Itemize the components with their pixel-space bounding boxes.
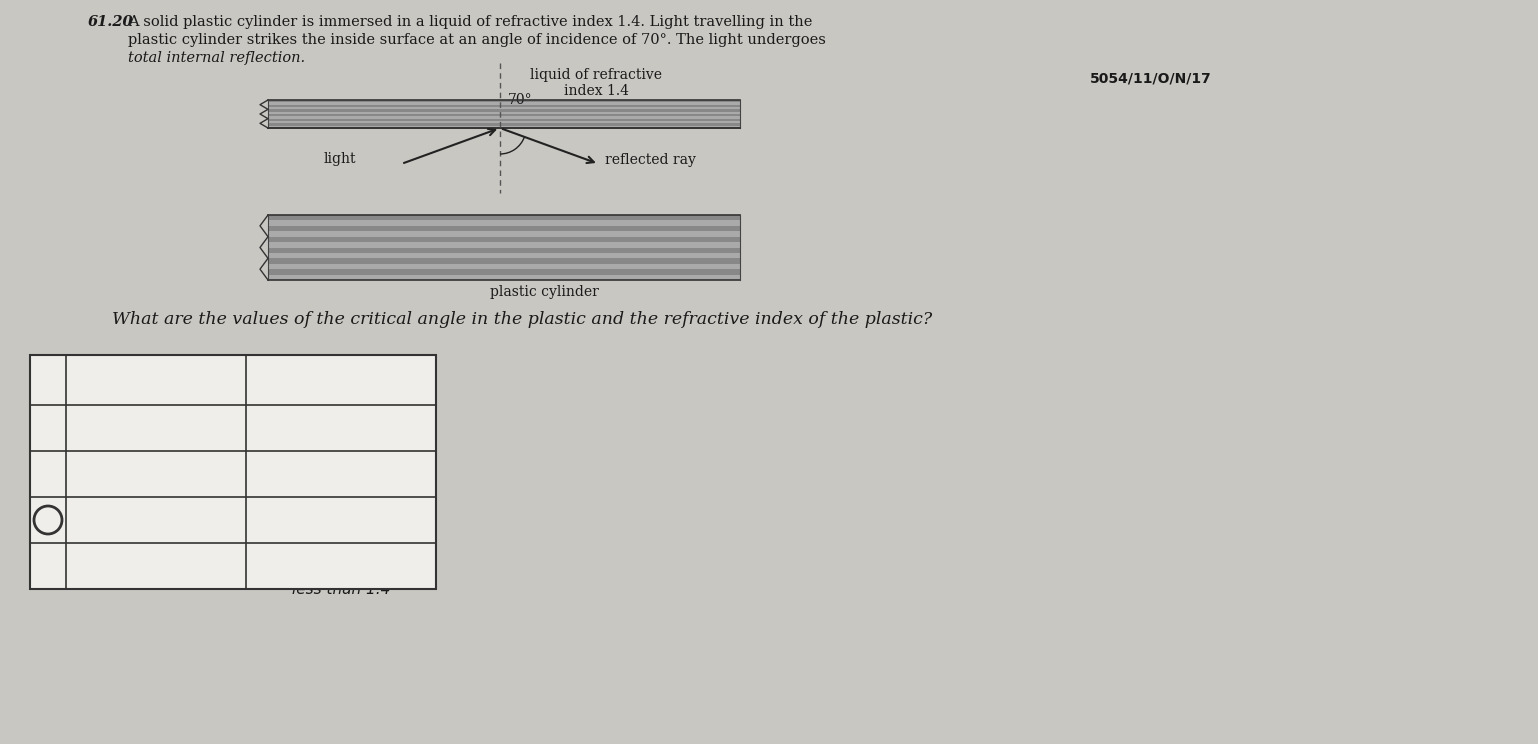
- Text: 5054/11/O/N/17: 5054/11/O/N/17: [1090, 71, 1212, 85]
- Bar: [268, 253, 740, 258]
- Text: 61.20: 61.20: [88, 15, 134, 29]
- Text: of plastic: of plastic: [301, 382, 380, 397]
- Bar: [268, 100, 740, 128]
- Bar: [268, 116, 740, 118]
- Text: A solid plastic cylinder is immersed in a liquid of refractive index 1.4. Light : A solid plastic cylinder is immersed in …: [128, 15, 812, 29]
- Text: liquid of refractive
index 1.4: liquid of refractive index 1.4: [531, 68, 661, 98]
- Bar: [31, 355, 435, 589]
- Text: greater than 1.4: greater than 1.4: [278, 536, 403, 551]
- Bar: [268, 112, 740, 114]
- Bar: [268, 237, 740, 242]
- Bar: [268, 103, 740, 105]
- Text: B: B: [42, 466, 54, 481]
- Bar: [268, 258, 740, 264]
- Bar: [268, 109, 740, 112]
- Bar: [268, 107, 740, 109]
- Text: 70°: 70°: [508, 93, 532, 107]
- Text: What are the values of the critical angle in the plastic and the refractive inde: What are the values of the critical angl…: [112, 311, 932, 328]
- Text: light: light: [325, 152, 357, 166]
- Text: reflected ray: reflected ray: [604, 153, 695, 167]
- Text: critical angle: critical angle: [100, 365, 212, 380]
- Text: refractive index: refractive index: [272, 365, 409, 380]
- Text: A: A: [42, 420, 54, 435]
- Bar: [268, 220, 740, 226]
- Bar: [268, 215, 740, 220]
- Text: plastic cylinder: plastic cylinder: [489, 285, 598, 299]
- Bar: [268, 226, 740, 231]
- Bar: [268, 275, 740, 280]
- Bar: [268, 124, 740, 126]
- Text: total internal reflection.: total internal reflection.: [128, 51, 305, 65]
- Bar: [268, 215, 740, 280]
- Text: greater than 70°: greater than 70°: [92, 466, 220, 481]
- Text: less than 1.4: less than 1.4: [292, 490, 391, 504]
- Text: in plastic: in plastic: [117, 382, 195, 397]
- Bar: [268, 231, 740, 237]
- Text: less than 70°: less than 70°: [106, 513, 206, 527]
- Text: less than 70°: less than 70°: [106, 559, 206, 574]
- Bar: [268, 118, 740, 121]
- Text: D: D: [42, 559, 54, 574]
- Bar: [268, 100, 740, 103]
- Text: greater than 1.4: greater than 1.4: [278, 443, 403, 458]
- Bar: [268, 248, 740, 253]
- Bar: [268, 264, 740, 269]
- Text: plastic cylinder strikes the inside surface at an angle of incidence of 70°. The: plastic cylinder strikes the inside surf…: [128, 33, 826, 47]
- Text: greater than 70°: greater than 70°: [92, 420, 220, 435]
- Text: less than 1.4: less than 1.4: [292, 582, 391, 597]
- Bar: [268, 242, 740, 248]
- Bar: [268, 126, 740, 128]
- Bar: [268, 121, 740, 124]
- Bar: [268, 114, 740, 116]
- Bar: [268, 105, 740, 107]
- Bar: [268, 269, 740, 275]
- Text: C: C: [43, 513, 54, 527]
